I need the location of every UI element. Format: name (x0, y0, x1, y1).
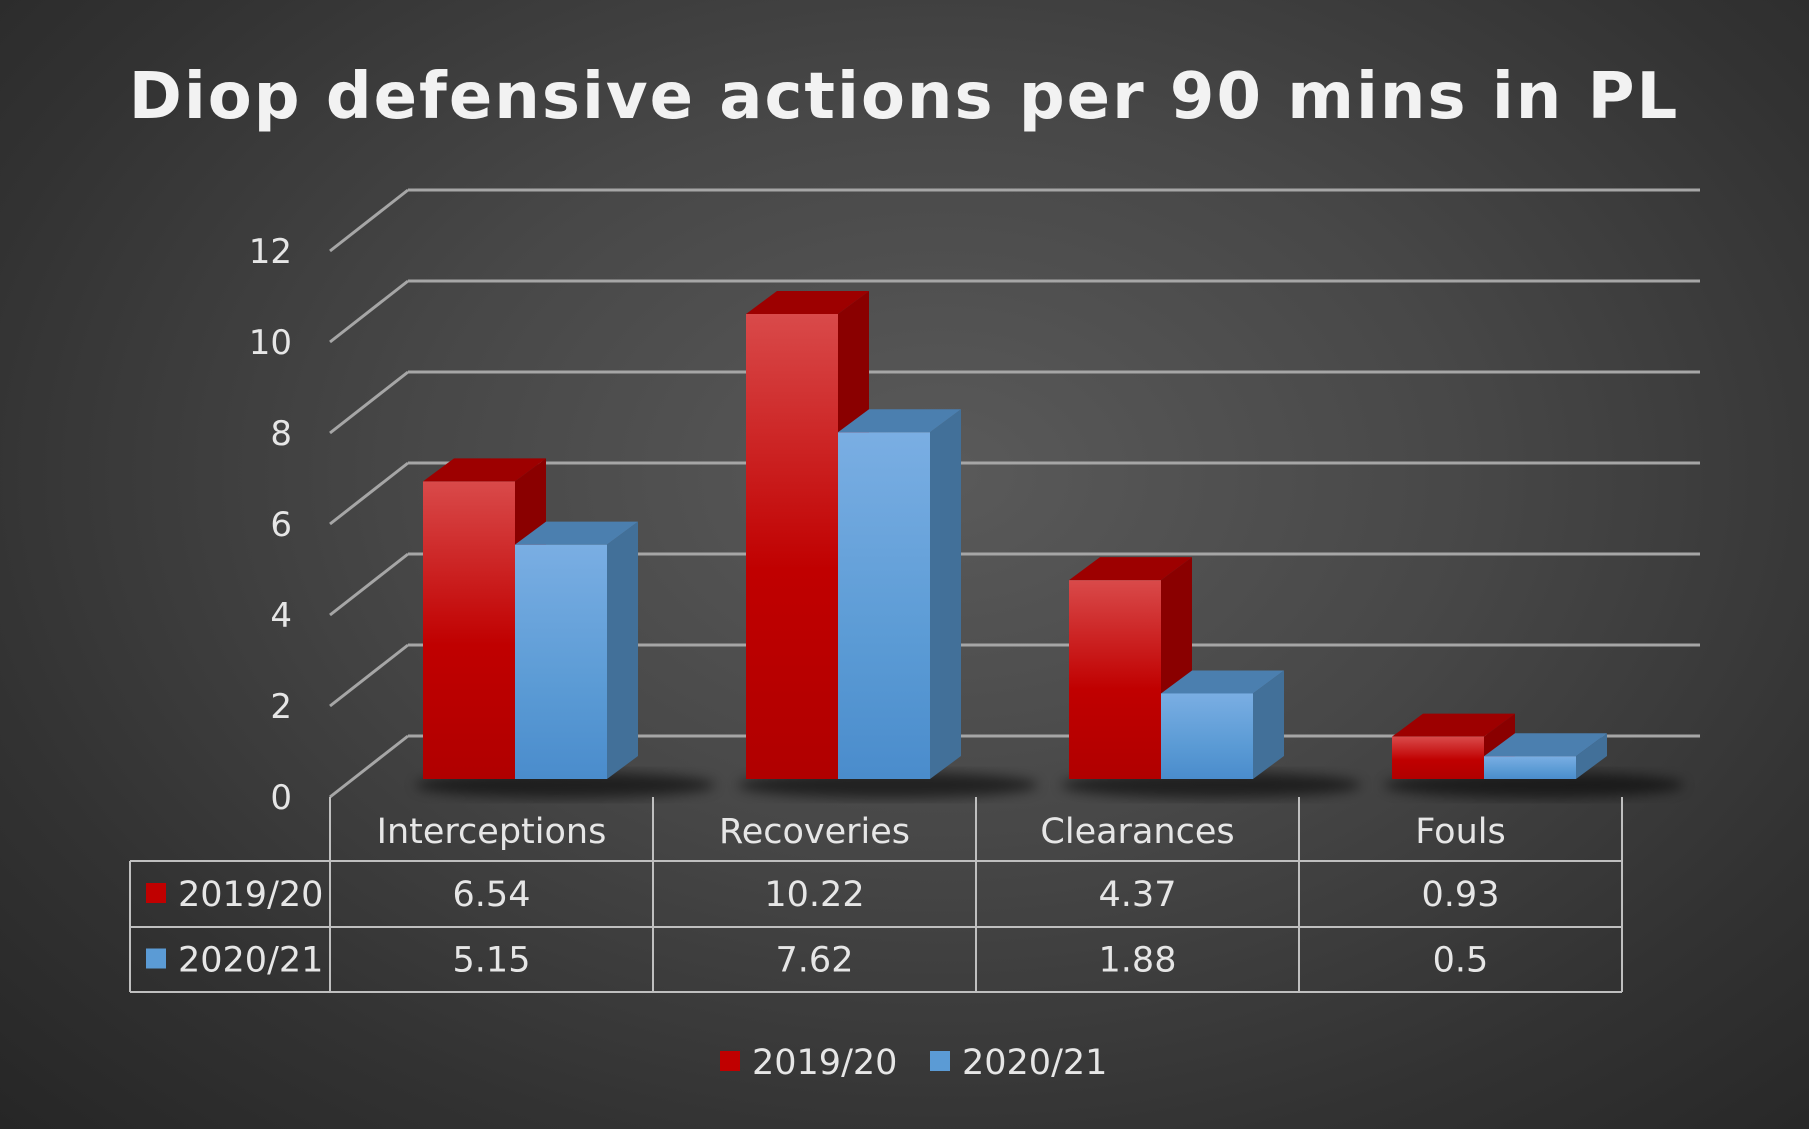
bar (838, 409, 961, 779)
y-tick-label: 4 (270, 596, 292, 636)
bar (515, 521, 638, 779)
data-label: 6.54 (453, 875, 531, 915)
bar-top (423, 458, 546, 482)
bar-front (746, 313, 838, 779)
gridline-side (329, 643, 409, 708)
data-table: Interceptions Recoveries Clearances Fouls 20… (129, 797, 1623, 993)
bar-front (1484, 756, 1576, 779)
table-legend-swatch (146, 948, 166, 969)
y-tick-label: 0 (270, 778, 292, 818)
bar-top (515, 521, 638, 545)
bar-top (746, 290, 869, 314)
table-legend-swatch (146, 883, 166, 903)
bar-front (423, 481, 515, 779)
table-series-name: 2020/21 (178, 941, 323, 981)
bar-top (838, 409, 961, 433)
legend-swatch (720, 1051, 740, 1071)
bar-top (1392, 713, 1515, 737)
category-label: Interceptions (377, 812, 607, 852)
bar-top (1069, 557, 1192, 581)
category-label: Fouls (1415, 812, 1505, 852)
data-label: 0.5 (1433, 941, 1489, 981)
data-label: 0.93 (1422, 875, 1500, 915)
category-label: Recoveries (719, 812, 910, 852)
bar-front (1161, 693, 1253, 779)
y-tick-label: 2 (270, 687, 292, 727)
legend-swatch (930, 1051, 950, 1071)
data-label: 5.15 (453, 941, 531, 981)
bar (1161, 670, 1284, 779)
category-label: Clearances (1040, 812, 1234, 852)
bar-top (1161, 670, 1284, 694)
gridline-side (329, 370, 409, 435)
data-label: 7.62 (776, 941, 854, 981)
data-label: 1.88 (1099, 941, 1177, 981)
gridline-side (329, 552, 409, 617)
bar-top (1484, 733, 1607, 757)
gridline-side (329, 734, 409, 799)
legend-label: 2019/20 (752, 1043, 897, 1083)
bars (415, 290, 1684, 798)
bar-side (1576, 733, 1607, 779)
y-tick-label: 10 (249, 323, 292, 363)
y-tick-label: 12 (249, 232, 292, 272)
bar-side (930, 409, 961, 779)
bar-front (838, 432, 930, 779)
y-tick-label: 6 (270, 505, 292, 545)
bar-side (1253, 670, 1284, 779)
y-tick-label: 8 (270, 414, 292, 454)
bar-front (515, 544, 607, 779)
gridline-side (329, 279, 409, 344)
table-series-name: 2019/20 (178, 875, 323, 915)
bar-front (1392, 736, 1484, 779)
chart-title: Diop defensive actions per 90 mins in PL (129, 60, 1680, 134)
bar-side (607, 521, 638, 779)
y-axis-ticks: 0 2 4 6 8 10 12 (249, 232, 292, 818)
data-label: 4.37 (1099, 875, 1177, 915)
gridline-side (329, 188, 409, 253)
bar-front (1069, 580, 1161, 779)
legend: 2019/20 2020/21 (720, 1043, 1107, 1083)
gridline-side (329, 461, 409, 526)
data-label: 10.22 (764, 875, 864, 915)
bar (1484, 733, 1607, 779)
legend-label: 2020/21 (962, 1043, 1107, 1083)
